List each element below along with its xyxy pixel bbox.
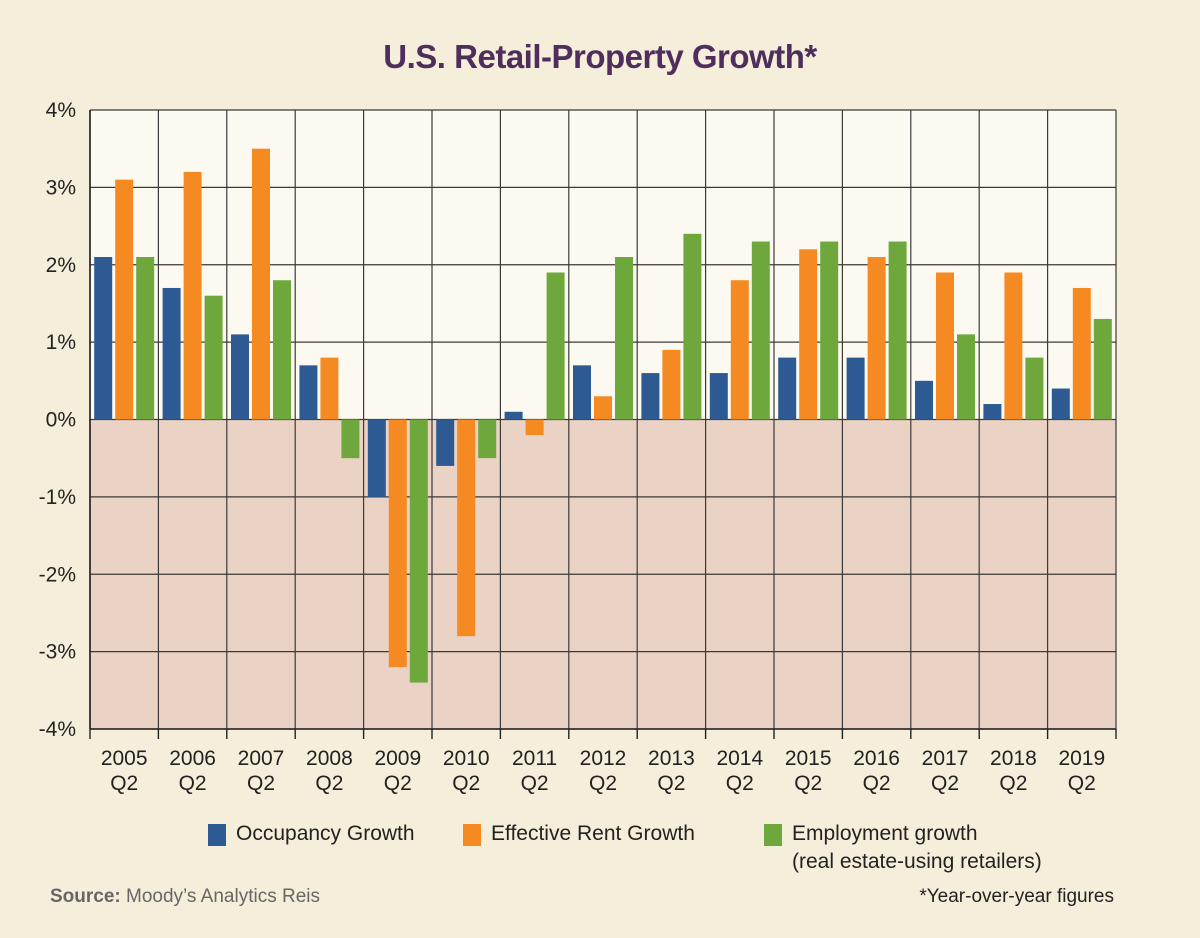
chart-title: U.S. Retail-Property Growth* — [383, 38, 817, 75]
bar-1-10 — [799, 249, 818, 420]
y-tick-label-5: -1% — [39, 486, 76, 509]
y-tick-label-4: 0% — [46, 409, 76, 432]
bar-1-4 — [388, 419, 407, 668]
bar-1-8 — [662, 349, 681, 420]
legend-label-employment-line1: Employment growth — [792, 822, 978, 845]
bar-2-1 — [204, 295, 223, 420]
bar-2-8 — [683, 233, 702, 420]
bar-2-11 — [888, 241, 907, 420]
y-tick-label-6: -2% — [39, 563, 76, 586]
bar-1-0 — [115, 179, 134, 420]
x-tick-label-8-1: Q2 — [657, 772, 685, 795]
x-tick-label-13-1: Q2 — [999, 772, 1027, 795]
bar-0-1 — [162, 287, 181, 420]
x-tick-label-11-1: Q2 — [863, 772, 891, 795]
x-tick-label-0-0: 2005 — [101, 747, 148, 770]
x-tick-label-4-0: 2009 — [374, 747, 421, 770]
x-tick-label-8-0: 2013 — [648, 747, 695, 770]
legend-swatch-occupancy — [208, 824, 226, 846]
x-tick-label-12-1: Q2 — [931, 772, 959, 795]
x-tick-label-3-0: 2008 — [306, 747, 353, 770]
x-tick-label-11-0: 2016 — [853, 747, 900, 770]
bar-1-1 — [183, 171, 202, 420]
bar-0-11 — [846, 357, 865, 420]
source-label: Source: — [50, 886, 121, 907]
bar-0-5 — [436, 419, 455, 466]
x-tick-label-2-1: Q2 — [247, 772, 275, 795]
y-tick-label-7: -3% — [39, 641, 76, 664]
x-tick-label-7-0: 2012 — [580, 747, 627, 770]
legend-swatch-employment — [764, 824, 782, 846]
bar-0-4 — [367, 419, 386, 497]
y-tick-label-1: 3% — [46, 176, 76, 199]
x-tick-label-2-0: 2007 — [238, 747, 285, 770]
x-tick-label-3-1: Q2 — [315, 772, 343, 795]
bar-1-11 — [867, 257, 886, 420]
legend-label-employment-line2: (real estate-using retailers) — [792, 850, 1042, 873]
bar-2-2 — [273, 280, 291, 420]
x-tick-label-5-1: Q2 — [452, 772, 480, 795]
x-tick-label-7-1: Q2 — [589, 772, 617, 795]
bar-0-0 — [94, 257, 113, 420]
bar-2-5 — [478, 419, 497, 459]
x-tick-label-1-0: 2006 — [169, 747, 216, 770]
bar-2-4 — [409, 419, 428, 683]
legend-label-rent: Effective Rent Growth — [491, 822, 695, 845]
bar-2-14 — [1093, 318, 1112, 420]
source-note: Source: Moody’s Analytics Reis — [50, 886, 320, 908]
x-tick-label-13-0: 2018 — [990, 747, 1037, 770]
bar-2-6 — [546, 272, 565, 420]
bar-2-9 — [751, 241, 770, 420]
y-tick-label-0: 4% — [46, 99, 76, 122]
bar-0-8 — [641, 373, 660, 420]
source-text: Moody’s Analytics Reis — [126, 886, 320, 907]
bar-1-6 — [525, 419, 544, 435]
x-tick-label-14-1: Q2 — [1068, 772, 1096, 795]
bar-2-13 — [1025, 357, 1044, 420]
x-tick-label-6-1: Q2 — [521, 772, 549, 795]
bar-0-6 — [504, 411, 523, 420]
y-tick-label-2: 2% — [46, 254, 76, 277]
x-tick-label-6-0: 2011 — [512, 747, 557, 770]
bar-1-14 — [1072, 287, 1091, 420]
legend-swatch-rent — [463, 824, 481, 846]
bar-0-3 — [299, 365, 318, 420]
bar-0-14 — [1051, 388, 1070, 420]
bar-0-7 — [573, 365, 591, 420]
bar-1-7 — [594, 396, 612, 420]
y-tick-label-3: 1% — [46, 331, 76, 354]
y-tick-label-8: -4% — [39, 718, 76, 741]
bar-2-3 — [341, 419, 360, 459]
bar-0-10 — [778, 357, 797, 420]
legend-label-occupancy: Occupancy Growth — [236, 822, 415, 845]
bar-0-9 — [709, 373, 728, 420]
x-tick-label-10-0: 2015 — [785, 747, 832, 770]
footnote: *Year-over-year figures — [919, 886, 1114, 907]
bar-0-12 — [915, 380, 933, 420]
x-tick-label-9-0: 2014 — [716, 747, 763, 770]
bar-2-12 — [957, 334, 975, 420]
bar-1-12 — [936, 272, 954, 420]
x-tick-label-0-1: Q2 — [110, 772, 138, 795]
bar-2-10 — [820, 241, 839, 420]
x-tick-label-1-1: Q2 — [179, 772, 207, 795]
bar-0-13 — [983, 404, 1002, 420]
bar-1-9 — [730, 280, 749, 420]
bar-2-0 — [136, 257, 155, 420]
bar-0-2 — [231, 334, 249, 420]
bar-1-3 — [320, 357, 339, 420]
x-tick-label-12-0: 2017 — [922, 747, 969, 770]
x-tick-label-9-1: Q2 — [726, 772, 754, 795]
bar-1-13 — [1004, 272, 1023, 420]
bar-1-2 — [252, 148, 270, 420]
legend-label-employment: Employment growth (real estate-using ret… — [792, 820, 1042, 876]
x-tick-label-5-0: 2010 — [443, 747, 490, 770]
x-tick-label-4-1: Q2 — [384, 772, 412, 795]
bar-2-7 — [615, 257, 633, 420]
x-tick-label-14-0: 2019 — [1058, 747, 1105, 770]
x-tick-label-10-1: Q2 — [794, 772, 822, 795]
bar-1-5 — [457, 419, 476, 637]
